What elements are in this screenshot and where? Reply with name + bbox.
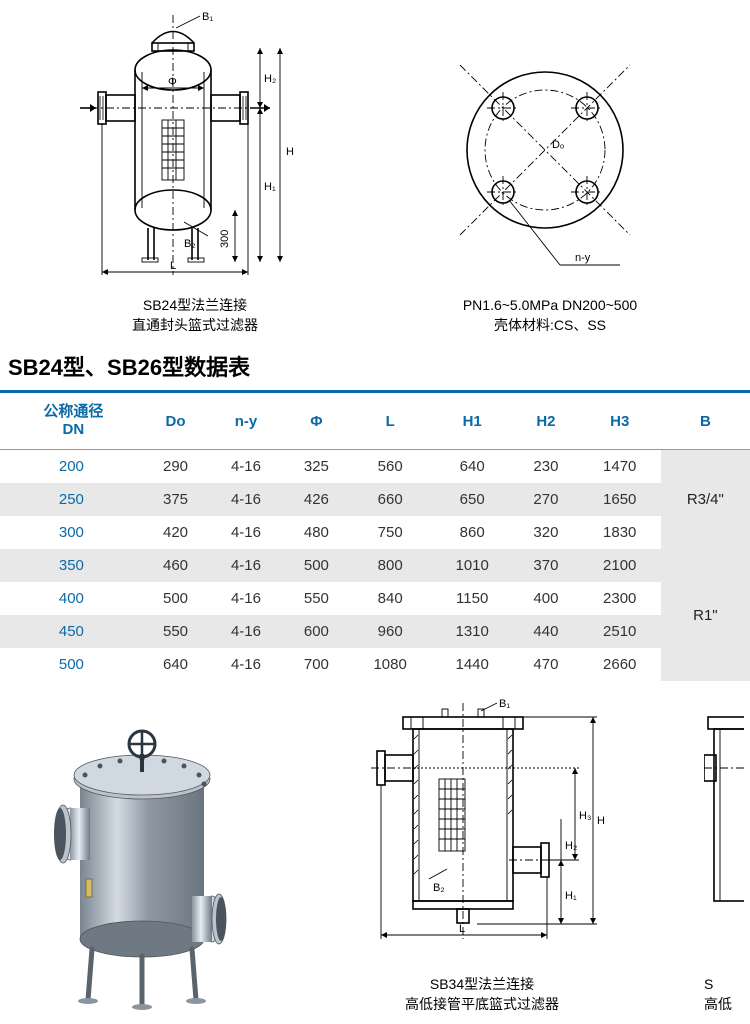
section-title: SB24型、SB26型数据表 (0, 340, 750, 390)
svg-text:H: H (597, 815, 605, 827)
diagram-3d (30, 724, 260, 1014)
col-l: L (349, 392, 431, 450)
diagram-sb34: L H H₁ H₂ H₃ B₁ B₂ (347, 699, 617, 1014)
svg-text:H₁: H₁ (264, 181, 276, 193)
svg-text:L: L (170, 260, 176, 272)
diagram-flange-svg: Dₒ n-y (430, 40, 670, 290)
diagram-sb34-svg: L H H₁ H₂ H₃ B₁ B₂ (347, 699, 617, 969)
svg-text:B₂: B₂ (433, 882, 445, 894)
svg-text:300: 300 (219, 230, 231, 248)
caption-sb24-l2: 直通封头篮式过滤器 (132, 316, 258, 336)
table-row: 2002904-163255606402301470R3/4" (0, 450, 750, 484)
col-h3: H3 (579, 392, 661, 450)
diagram-flange: Dₒ n-y PN1.6~5.0MPa DN200~500 壳体材料:CS、SS (430, 40, 670, 335)
svg-text:B₁: B₁ (202, 11, 213, 23)
svg-text:n-y: n-y (575, 252, 591, 264)
diagram-partial: S 高低 (704, 699, 744, 1014)
bottom-diagrams-row: L H H₁ H₂ H₃ B₁ B₂ (0, 681, 750, 1024)
caption-flange-l1: PN1.6~5.0MPa DN200~500 (463, 296, 637, 316)
caption-flange-l2: 壳体材料:CS、SS (463, 316, 637, 336)
col-b: B (661, 392, 750, 450)
svg-text:H₃: H₃ (579, 810, 591, 822)
caption-partial-l2: 高低 (704, 995, 732, 1015)
svg-text:Dₒ: Dₒ (552, 139, 564, 151)
caption-sb34-l1: SB34型法兰连接 (405, 975, 559, 995)
col-h1: H1 (431, 392, 513, 450)
svg-text:H₂: H₂ (264, 73, 276, 85)
table-row: 4505504-1660096013104402510 (0, 615, 750, 648)
caption-sb24-l1: SB24型法兰连接 (132, 296, 258, 316)
table-row: 3504604-1650080010103702100R1" (0, 549, 750, 582)
svg-text:H₁: H₁ (565, 890, 577, 902)
svg-text:H: H (286, 146, 294, 158)
caption-partial-l1: S (704, 975, 732, 995)
caption-sb34-l2: 高低接管平底篮式过滤器 (405, 995, 559, 1015)
table-row: 4005004-1655084011504002300 (0, 582, 750, 615)
svg-text:L: L (459, 923, 465, 935)
col-ny: n-y (208, 392, 283, 450)
top-diagrams-row: H H₁ H₂ 300 L B₁ B₂ (0, 0, 750, 340)
diagram-sb24: H H₁ H₂ 300 L B₁ B₂ (80, 10, 310, 335)
table-row: 3004204-164807508603201830 (0, 516, 750, 549)
col-phi: Φ (284, 392, 349, 450)
table-row: 5006404-16700108014404702660 (0, 648, 750, 681)
table-row: 2503754-164266606502701650 (0, 483, 750, 516)
svg-text:Φ: Φ (168, 76, 177, 88)
diagram-sb24-svg: H H₁ H₂ 300 L B₁ B₂ (80, 10, 310, 290)
col-do: Do (143, 392, 208, 450)
col-h2: H2 (513, 392, 578, 450)
col-dn: 公称通径 DN (0, 392, 143, 450)
diagram-3d-svg (30, 724, 260, 1014)
svg-text:B₂: B₂ (184, 238, 196, 250)
svg-text:B₁: B₁ (499, 699, 510, 710)
data-table: 公称通径 DN Do n-y Φ L H1 H2 H3 B 2002904-16… (0, 390, 750, 681)
